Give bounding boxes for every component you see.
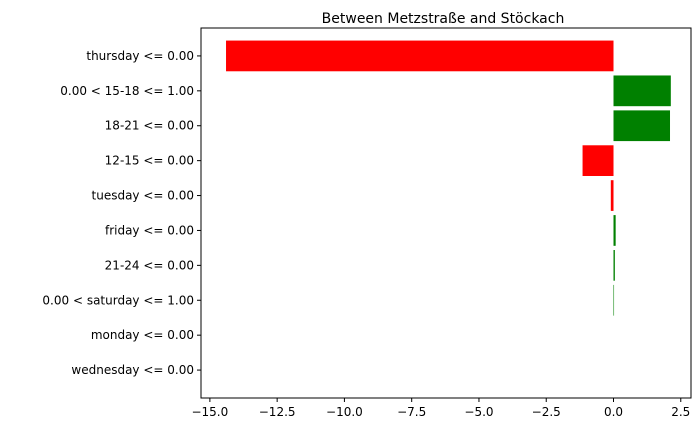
bar-0 — [226, 40, 614, 72]
y-tick-label-2: 18-21 <= 0.00 — [105, 119, 194, 133]
x-tick-label-2: −10.0 — [326, 405, 363, 419]
bar-1 — [613, 75, 671, 107]
bars-group — [226, 40, 671, 316]
y-tick-label-8: monday <= 0.00 — [91, 328, 194, 342]
y-tick-label-5: friday <= 0.00 — [105, 223, 194, 237]
bar-6 — [613, 250, 615, 281]
y-tick-label-4: tuesday <= 0.00 — [92, 189, 194, 203]
x-tick-label-5: −2.5 — [532, 405, 561, 419]
bar-2 — [613, 110, 671, 142]
y-tick-label-7: 0.00 < saturday <= 1.00 — [42, 293, 194, 307]
bar-7 — [613, 284, 615, 316]
y-axis: thursday <= 0.00 0.00 < 15-18 <= 1.00 18-2… — [42, 49, 201, 377]
x-tick-label-6: 0.0 — [604, 405, 623, 419]
x-tick-label-1: −12.5 — [259, 405, 296, 419]
y-tick-label-3: 12-15 <= 0.00 — [105, 154, 194, 168]
y-tick-label-9: wednesday <= 0.00 — [71, 363, 194, 377]
bar-5 — [613, 215, 616, 246]
y-tick-label-0: thursday <= 0.00 — [86, 49, 194, 63]
y-tick-label-1: 0.00 < 15-18 <= 1.00 — [60, 84, 194, 98]
y-tick-label-6: 21-24 <= 0.00 — [105, 258, 194, 272]
x-tick-label-7: 2.5 — [671, 405, 690, 419]
bar-3 — [582, 145, 614, 176]
chart-title: Between Metzstraße and Stöckach — [322, 11, 565, 27]
x-tick-label-0: −15.0 — [191, 405, 228, 419]
x-tick-label-4: −5.0 — [464, 405, 493, 419]
x-axis: −15.0 −12.5 −10.0 −7.5 −5.0 −2.5 0.0 2.5 — [191, 398, 690, 419]
x-tick-label-3: −7.5 — [397, 405, 426, 419]
plot-frame — [200, 27, 692, 399]
bar-4 — [610, 180, 614, 211]
